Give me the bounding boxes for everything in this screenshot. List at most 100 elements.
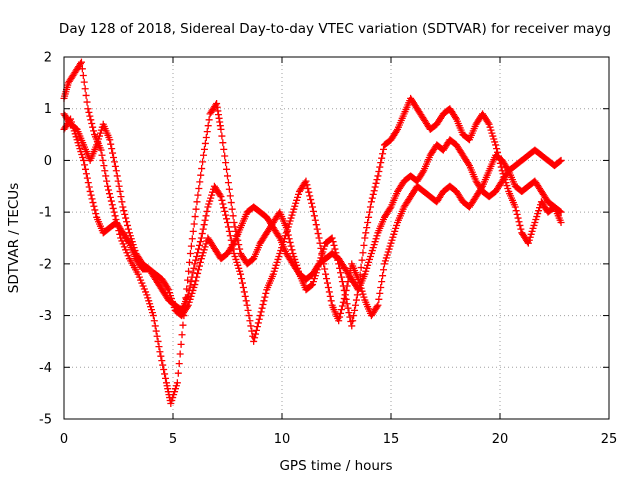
data-point-fill <box>105 186 113 194</box>
data-point-fill <box>116 187 124 195</box>
data-point-fill <box>175 360 183 368</box>
data-point-fill <box>185 267 193 275</box>
series-track-a <box>60 58 565 407</box>
data-point-fill <box>106 193 114 201</box>
data-point-fill <box>240 288 248 296</box>
data-point <box>492 141 500 149</box>
data-point-fill <box>323 279 331 287</box>
data-point <box>80 156 88 164</box>
data-point-fill <box>344 304 352 312</box>
data-point-fill <box>83 174 91 182</box>
data-point-fill <box>81 161 89 169</box>
data-point-fill <box>245 312 253 320</box>
data-point-fill <box>286 238 294 246</box>
data-point-fill <box>308 281 316 289</box>
data-point-fill <box>195 241 203 249</box>
data-point-fill <box>118 198 126 206</box>
data-point <box>191 281 199 289</box>
data-point-fill <box>115 182 123 190</box>
data-point-fill <box>160 366 168 374</box>
data-point-fill <box>380 266 388 274</box>
data-point-fill <box>195 266 203 274</box>
data-point-fill <box>201 139 209 147</box>
data-point-fill <box>203 207 211 215</box>
data-point <box>224 218 231 226</box>
data-point-fill <box>186 282 194 290</box>
data-point <box>328 234 336 242</box>
data-point-fill <box>513 210 521 218</box>
data-point-fill <box>366 203 374 211</box>
data-point-fill <box>204 122 212 130</box>
data-point-fill <box>465 160 473 168</box>
data-point <box>367 198 375 206</box>
data-point-fill <box>110 158 118 166</box>
data-point <box>112 167 120 175</box>
data-point-fill <box>371 183 379 191</box>
data-point-fill <box>303 181 311 189</box>
y-tick-label: 0 <box>44 154 52 169</box>
data-point-fill <box>287 242 295 250</box>
data-point-fill <box>376 163 384 171</box>
data-point-fill <box>188 235 196 243</box>
data-point <box>224 172 231 180</box>
data-point-fill <box>192 277 200 285</box>
data-point-fill <box>191 213 199 221</box>
data-point-fill <box>202 212 210 220</box>
data-point-fill <box>419 168 427 176</box>
data-point-fill <box>254 319 262 327</box>
data-point-fill <box>121 210 129 218</box>
data-point-fill <box>178 331 186 339</box>
data-point-fill <box>195 245 203 253</box>
data-point-fill <box>174 369 182 377</box>
data-point-fill <box>308 199 316 207</box>
chart-title: Day 128 of 2018, Sidereal Day-to-day VTE… <box>59 21 611 37</box>
data-point-fill <box>484 119 492 127</box>
data-point-fill <box>164 284 172 292</box>
data-point-fill <box>120 207 128 215</box>
data-point-fill <box>516 221 524 229</box>
x-tick-label: 15 <box>383 432 400 447</box>
data-point-fill <box>378 154 386 162</box>
axis-ticks <box>63 56 610 420</box>
data-point-fill <box>80 78 88 86</box>
data-point-fill <box>124 225 132 233</box>
data-point-fill <box>451 114 459 122</box>
data-point <box>348 322 356 330</box>
data-point-fill <box>193 252 201 260</box>
data-point-fill <box>247 322 255 330</box>
data-point-fill <box>187 278 195 286</box>
data-point <box>97 146 105 154</box>
x-tick-label: 0 <box>60 432 68 447</box>
data-point-fill <box>190 264 198 272</box>
data-point-fill <box>251 334 259 342</box>
data-point-fill <box>340 295 348 303</box>
data-point-fill <box>92 210 100 218</box>
data-point-fill <box>317 244 325 252</box>
data-point-fill <box>87 116 95 124</box>
data-point-fill <box>183 303 191 311</box>
data-point-fill <box>377 159 385 167</box>
data-point-fill <box>229 241 237 249</box>
data-point-fill <box>337 309 345 317</box>
data-point <box>322 270 330 278</box>
data-point-fill <box>123 218 131 226</box>
data-point-fill <box>337 273 345 281</box>
data-point-fill <box>337 306 345 314</box>
data-point-fill <box>199 158 207 166</box>
data-point <box>511 203 519 211</box>
data-point-fill <box>124 221 132 229</box>
data-point-fill <box>111 212 119 220</box>
data-point-fill <box>158 357 166 365</box>
y-tick-label: -2 <box>39 257 52 272</box>
data-point-fill <box>318 250 326 258</box>
data-point-fill <box>373 303 381 311</box>
data-point-fill <box>326 292 334 300</box>
data-point-fill <box>195 185 203 193</box>
data-point-fill <box>304 185 312 193</box>
data-point-fill <box>221 152 229 160</box>
data-point-fill <box>336 313 344 321</box>
data-point <box>197 234 205 242</box>
data-point-fill <box>113 172 121 180</box>
data-point <box>77 58 85 66</box>
data-point-fill <box>194 191 202 199</box>
